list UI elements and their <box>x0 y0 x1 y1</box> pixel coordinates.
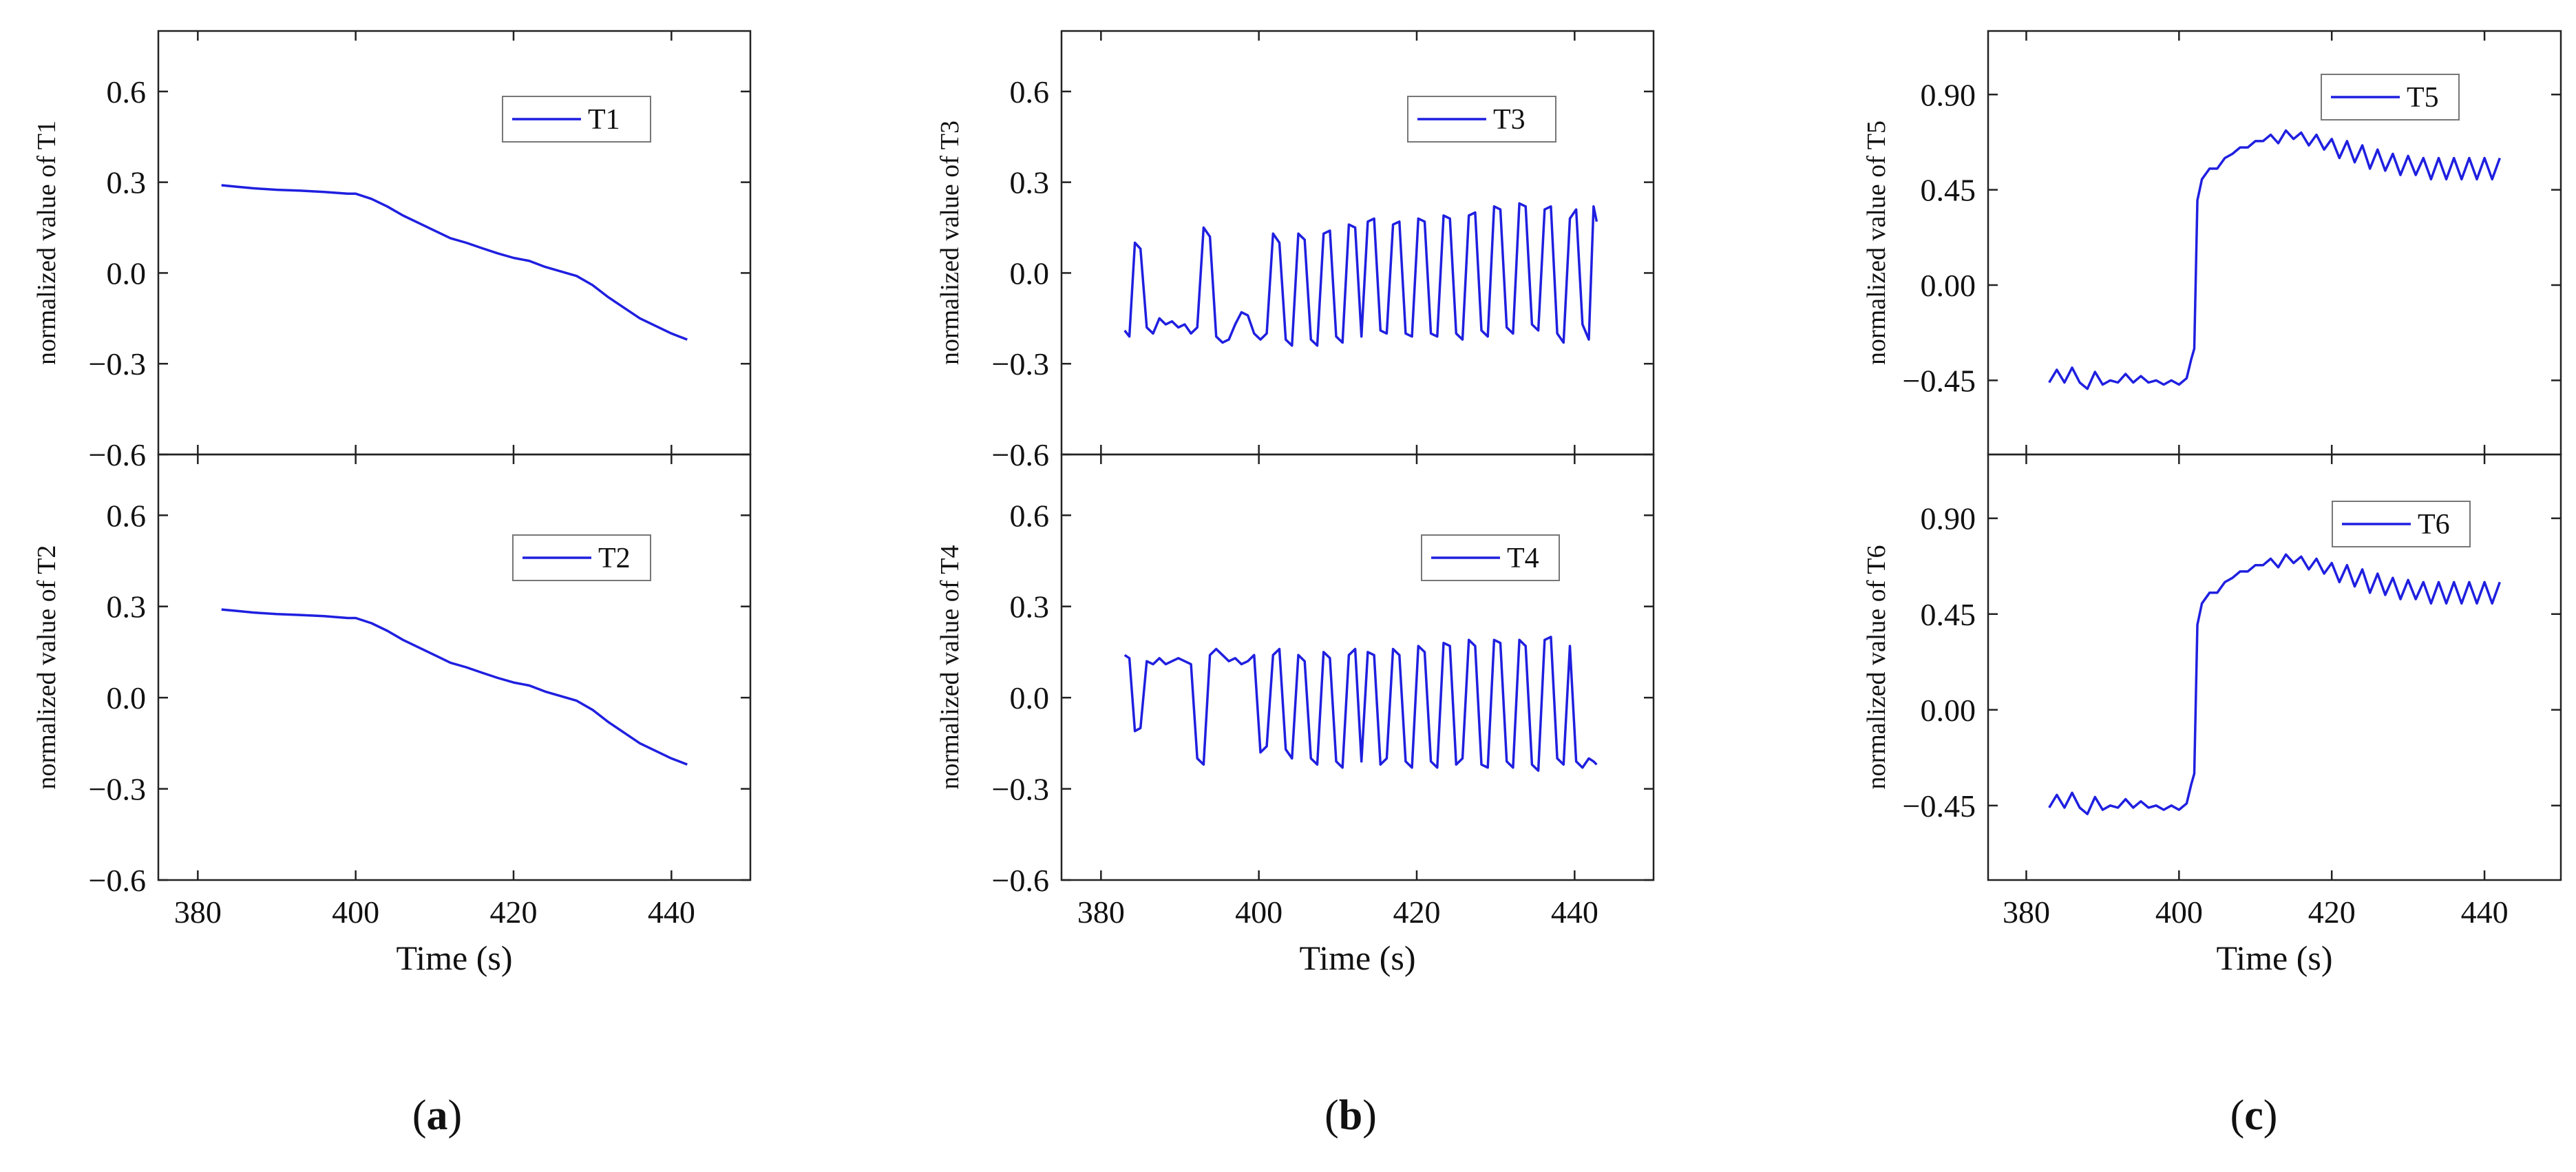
legend: T2 <box>512 534 651 581</box>
x-tick-label: 420 <box>490 894 538 930</box>
y-tick-label: −0.3 <box>992 772 1049 807</box>
y-tick-label: 0.3 <box>1010 589 1050 625</box>
y-tick-label: −0.3 <box>89 346 146 381</box>
y-tick-label: 0.45 <box>1921 173 1976 208</box>
y-tick-label: 0.90 <box>1921 501 1976 536</box>
x-tick-label: 440 <box>648 894 695 930</box>
y-tick-label: 0.0 <box>1010 680 1050 715</box>
y-tick-label: −0.3 <box>89 772 146 807</box>
series-line-T5 <box>2048 129 2501 390</box>
panel-label-part: ) <box>1362 1092 1377 1139</box>
panel-label-part: ( <box>1324 1092 1339 1139</box>
panel-label-part: ) <box>2263 1092 2278 1139</box>
legend-label: T5 <box>2407 82 2439 114</box>
y-tick-label: 0.00 <box>1921 268 1976 303</box>
x-tick-label: 380 <box>1077 894 1125 930</box>
y-axis-title: normalized value of T1 <box>32 121 61 365</box>
x-tick-label: 400 <box>2155 894 2203 930</box>
series-line-T2 <box>221 608 688 766</box>
panel-label-part: c <box>2244 1092 2263 1139</box>
panel-label-part: ( <box>2230 1092 2245 1139</box>
y-tick-label: −0.6 <box>89 437 146 472</box>
plot-frame <box>1987 453 2562 881</box>
y-tick-label: 0.3 <box>107 589 147 625</box>
y-tick-label: 0.6 <box>1010 74 1050 109</box>
series-line-T3 <box>1123 202 1598 347</box>
panel-label-part: ) <box>448 1092 463 1139</box>
x-tick-label: 400 <box>1235 894 1282 930</box>
panel-c: 0.90 0.45 0.00 −0.45 normalized value of T5 T… <box>1862 30 2562 1139</box>
y-tick-label: −0.45 <box>1903 363 1976 398</box>
plot-frame <box>1060 453 1655 881</box>
legend: T5 <box>2321 74 2460 121</box>
legend-label: T2 <box>598 543 631 574</box>
legend-label: T6 <box>2418 509 2450 541</box>
subplot-T6: 0.90 0.45 0.00 −0.45 normalized value of T6 T… <box>1862 453 2562 881</box>
legend-label: T3 <box>1493 104 1525 136</box>
panel-label: (a) <box>412 1092 462 1139</box>
x-axis-title: Time (s) <box>1299 939 1415 977</box>
subplot-T5: 0.90 0.45 0.00 −0.45 normalized value of T5 T… <box>1862 30 2562 456</box>
x-axis-title: Time (s) <box>2216 939 2332 977</box>
panel-label-part: b <box>1339 1092 1362 1139</box>
panel-a: 0.6 0.3 0.0 −0.3 −0.6 normalized value of T1 T… <box>32 30 752 1139</box>
y-axis-title: normalized value of T5 <box>1862 121 1891 365</box>
plot-frame <box>1060 30 1655 456</box>
plot-frame <box>157 30 752 456</box>
legend-label: T4 <box>1507 543 1539 574</box>
y-tick-label: 0.3 <box>107 165 147 200</box>
y-axis-title: normalized value of T2 <box>32 545 61 790</box>
panel-label: (c) <box>2230 1092 2278 1139</box>
legend: T4 <box>1421 534 1560 581</box>
panel-label-part: ( <box>412 1092 427 1139</box>
panel-b: 0.6 0.3 0.0 −0.3 −0.6 normalized value of T3 T… <box>936 30 1655 1139</box>
y-tick-label: −0.6 <box>992 437 1049 472</box>
plot-frame <box>1987 30 2562 456</box>
y-tick-label: 0.0 <box>1010 255 1050 291</box>
series-line-T6 <box>2048 553 2501 815</box>
panel-label: (b) <box>1324 1092 1377 1139</box>
x-tick-label: 420 <box>2308 894 2356 930</box>
panel-label-part: a <box>427 1092 448 1139</box>
y-axis-title: normalized value of T3 <box>936 121 964 365</box>
subplot-T4: 0.6 0.3 0.0 −0.3 −0.6 normalized value of T4 T… <box>936 453 1655 898</box>
y-tick-label: −0.3 <box>992 346 1049 381</box>
x-tick-label: 380 <box>174 894 222 930</box>
y-tick-label: 0.6 <box>107 74 147 109</box>
y-tick-label: 0.90 <box>1921 77 1976 112</box>
y-tick-label: 0.45 <box>1921 597 1976 632</box>
y-tick-label: 0.0 <box>107 255 147 291</box>
y-tick-label: 0.6 <box>1010 498 1050 533</box>
x-tick-label: 420 <box>1393 894 1441 930</box>
legend: T3 <box>1407 96 1556 143</box>
y-tick-label: −0.6 <box>89 863 146 898</box>
y-tick-label: 0.6 <box>107 498 147 533</box>
series-line-T4 <box>1123 636 1598 772</box>
y-tick-label: 0.00 <box>1921 693 1976 728</box>
x-tick-label: 400 <box>332 894 379 930</box>
plot-frame <box>157 453 752 881</box>
legend: T6 <box>2332 501 2471 547</box>
y-tick-label: −0.45 <box>1903 788 1976 824</box>
legend: T1 <box>502 96 651 143</box>
y-axis-title: normalized value of T4 <box>936 545 964 790</box>
x-tick-label: 380 <box>2003 894 2050 930</box>
x-tick-label: 440 <box>2461 894 2509 930</box>
subplot-T1: 0.6 0.3 0.0 −0.3 −0.6 normalized value of T1 T… <box>32 30 752 472</box>
subplot-T2: 0.6 0.3 0.0 −0.3 −0.6 normalized value of T2 T… <box>32 453 752 898</box>
x-axis-title: Time (s) <box>396 939 512 977</box>
legend-label: T1 <box>588 104 620 136</box>
y-tick-label: 0.3 <box>1010 165 1050 200</box>
y-tick-label: 0.0 <box>107 680 147 715</box>
x-tick-label: 440 <box>1551 894 1598 930</box>
subplot-T3: 0.6 0.3 0.0 −0.3 −0.6 normalized value of T3 T… <box>936 30 1655 472</box>
y-axis-title: normalized value of T6 <box>1862 545 1891 790</box>
series-line-T1 <box>221 184 688 341</box>
y-tick-label: −0.6 <box>992 863 1049 898</box>
